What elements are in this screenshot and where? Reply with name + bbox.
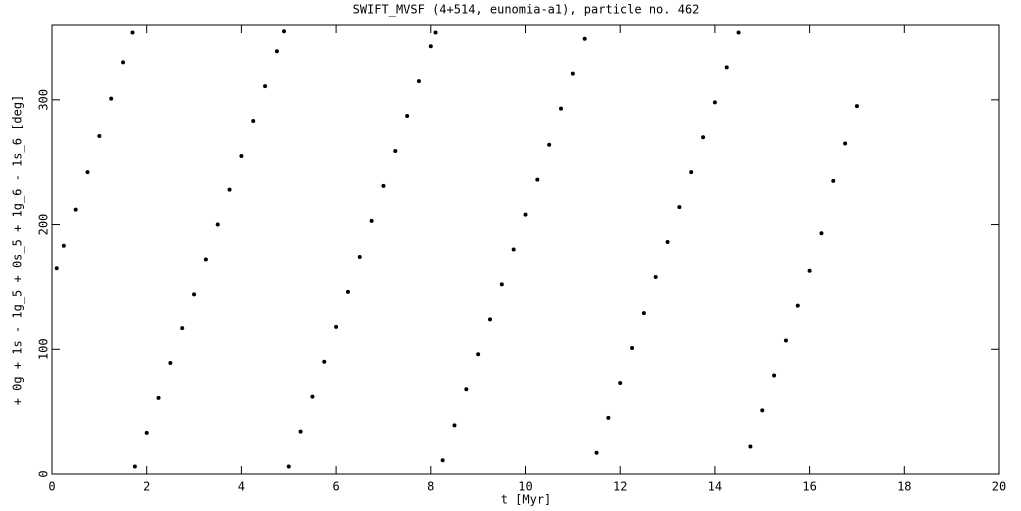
point [819, 231, 824, 236]
y-tick-label: 300 [37, 89, 51, 111]
x-tick-label: 6 [332, 480, 339, 494]
chart-title: SWIFT_MVSF (4+514, eunomia-a1), particle… [353, 3, 700, 17]
point [630, 346, 635, 351]
point [452, 423, 457, 428]
x-tick-label: 2 [143, 480, 150, 494]
y-tick-label: 0 [37, 470, 51, 477]
point [582, 36, 587, 41]
point [487, 317, 492, 322]
point [428, 44, 433, 49]
point [322, 359, 327, 364]
point [748, 444, 753, 449]
point [109, 96, 114, 101]
point [357, 254, 362, 259]
point [712, 100, 717, 105]
point [263, 84, 268, 89]
point [499, 282, 504, 287]
point [760, 408, 765, 413]
point [665, 240, 670, 245]
point [523, 212, 528, 217]
point [192, 292, 197, 297]
point [334, 324, 339, 329]
point [251, 119, 256, 124]
x-tick-label: 14 [708, 480, 722, 494]
point [215, 222, 220, 227]
point [282, 29, 287, 34]
point [594, 450, 599, 455]
point [239, 153, 244, 158]
point [641, 311, 646, 316]
point [73, 207, 78, 212]
point [559, 106, 564, 111]
point [393, 148, 398, 153]
point [831, 178, 836, 183]
point [677, 205, 682, 210]
point [783, 338, 788, 343]
point [618, 380, 623, 385]
point [701, 135, 706, 140]
point [689, 170, 694, 175]
point [606, 415, 611, 420]
x-tick-label: 12 [613, 480, 627, 494]
point [203, 257, 208, 262]
point [464, 387, 469, 392]
point [132, 464, 137, 469]
point [405, 114, 410, 119]
point [653, 274, 658, 279]
point [130, 30, 135, 35]
point [298, 429, 303, 434]
point [97, 134, 102, 139]
y-tick-label: 100 [37, 338, 51, 360]
point [440, 458, 445, 463]
x-axis-label: t [Myr] [501, 493, 552, 507]
point [570, 71, 575, 76]
point [274, 49, 279, 54]
plot-frame [51, 24, 1000, 475]
point [156, 395, 161, 400]
x-tick-label: 10 [518, 480, 532, 494]
point [795, 303, 800, 308]
point [144, 430, 149, 435]
x-tick-label: 0 [48, 480, 55, 494]
point [345, 289, 350, 294]
point [535, 177, 540, 182]
point [511, 247, 516, 252]
y-tick-label: 200 [37, 214, 51, 236]
x-tick-label: 8 [427, 480, 434, 494]
point [168, 360, 173, 365]
point [433, 30, 438, 35]
x-tick-label: 20 [992, 480, 1006, 494]
point [310, 394, 315, 399]
point [772, 373, 777, 378]
point [121, 60, 126, 65]
point [843, 141, 848, 146]
point [180, 326, 185, 331]
point [54, 266, 59, 271]
x-tick-label: 18 [897, 480, 911, 494]
point [476, 352, 481, 357]
point [227, 187, 232, 192]
point [547, 142, 552, 147]
point [807, 268, 812, 273]
point [286, 464, 291, 469]
y-axis-label: + 0g + 1s - 1g_5 + 0s_5 + 1g_6 - 1s_6 [d… [11, 95, 25, 406]
point [724, 65, 729, 70]
point [381, 183, 386, 188]
point [369, 218, 374, 223]
point [736, 30, 741, 35]
point [61, 243, 66, 248]
point [85, 170, 90, 175]
point [854, 104, 859, 109]
point [416, 79, 421, 84]
x-tick-label: 16 [802, 480, 816, 494]
x-tick-label: 4 [238, 480, 245, 494]
